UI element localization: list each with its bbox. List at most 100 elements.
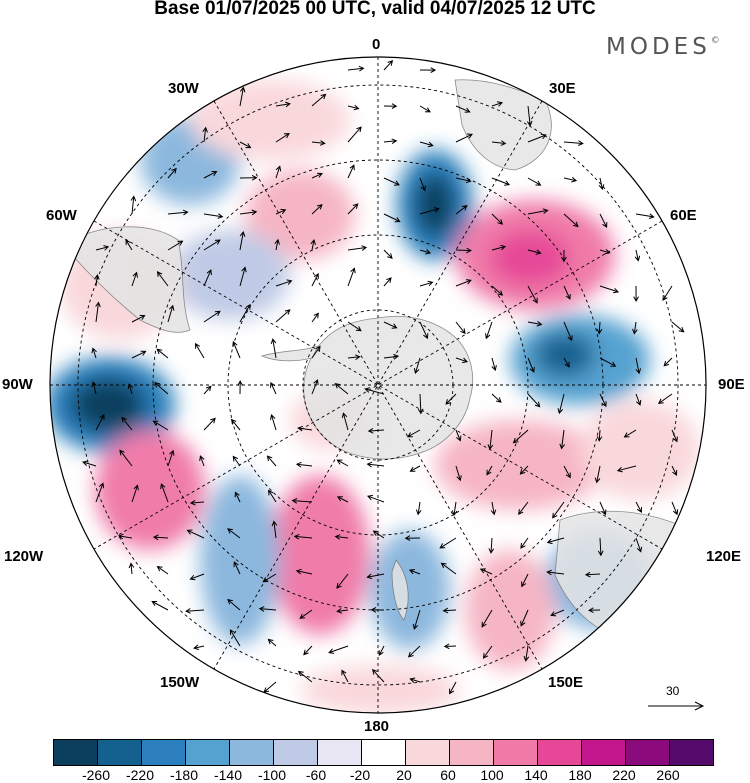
wind-vector	[117, 533, 133, 540]
wind-vector	[671, 501, 679, 516]
wind-vector	[455, 429, 462, 442]
wind-vector	[151, 601, 169, 611]
reference-vector-label: 30	[666, 684, 680, 698]
wind-vector	[239, 141, 252, 149]
wind-vector	[491, 285, 504, 296]
label-60e: 60E	[670, 207, 697, 224]
wind-vector	[488, 537, 495, 554]
wind-vector	[527, 285, 538, 304]
wind-vector	[239, 303, 251, 323]
wind-vector	[336, 496, 349, 503]
wind-vector	[203, 310, 221, 323]
wind-vector	[419, 141, 434, 148]
label-180: 180	[364, 718, 390, 735]
wind-vector	[408, 569, 421, 575]
wind-vector	[293, 533, 313, 540]
wind-vector	[154, 382, 169, 395]
wind-vector	[232, 455, 241, 467]
wind-vector	[199, 455, 205, 467]
wind-vector	[227, 598, 241, 611]
wind-vector	[152, 534, 169, 541]
wind-vector	[258, 606, 277, 612]
wind-vector	[407, 645, 421, 658]
antarctica-landmass	[303, 315, 474, 460]
wind-vector	[412, 609, 421, 630]
wind-vector	[311, 272, 319, 287]
wind-vector	[491, 357, 497, 372]
wind-vector	[413, 357, 421, 374]
wind-vector	[563, 465, 571, 479]
wind-vector	[598, 177, 605, 191]
wind-vector	[490, 501, 497, 516]
wind-vector	[167, 449, 175, 467]
wind-vector	[635, 357, 642, 375]
wind-vector	[520, 609, 529, 627]
colorbar-tick-label: -60	[305, 767, 327, 783]
colorbar-cell	[229, 740, 273, 765]
wind-vector	[455, 205, 468, 215]
wind-vector	[367, 427, 385, 434]
wind-vector	[599, 357, 617, 367]
wind-vector	[588, 607, 601, 614]
wind-vector	[419, 67, 437, 73]
anomaly-region	[415, 173, 455, 237]
wind-vector	[94, 273, 100, 287]
wind-vector	[563, 213, 579, 228]
wind-vector	[520, 537, 529, 549]
wind-vector	[233, 561, 241, 575]
wind-vector	[311, 345, 321, 359]
colorbar-tick-label: -220	[125, 767, 155, 783]
wind-vector	[445, 393, 457, 405]
wind-vector	[119, 449, 133, 467]
wind-vector	[419, 249, 432, 255]
colorbar-cell	[273, 740, 317, 765]
graticule	[50, 57, 706, 713]
wind-vector	[419, 207, 440, 215]
wind-vector	[95, 482, 105, 503]
wind-vector	[527, 393, 541, 408]
wind-vector	[383, 249, 393, 259]
anomaly-region	[70, 377, 146, 433]
wind-vector	[131, 350, 147, 359]
wind-vector	[167, 167, 177, 179]
wind-vector	[671, 429, 678, 443]
label-90e: 90E	[718, 376, 745, 393]
wind-vector	[485, 321, 493, 340]
wind-vector	[634, 249, 641, 262]
south-america	[71, 226, 191, 333]
wind-vector	[671, 465, 678, 476]
wind-vector	[336, 573, 349, 589]
wind-vector	[275, 279, 293, 287]
wind-vector	[203, 417, 216, 431]
wind-vector	[347, 354, 361, 361]
wind-vector	[523, 645, 530, 662]
wind-vector	[383, 213, 401, 223]
wind-vector	[671, 321, 685, 333]
wind-vector	[95, 301, 101, 323]
wind-vector	[409, 677, 421, 683]
wind-vector	[383, 277, 392, 287]
wind-vector	[203, 171, 218, 179]
wind-vector	[336, 459, 349, 467]
wind-vector	[297, 425, 313, 432]
wind-vector	[662, 285, 673, 301]
wind-vector	[203, 239, 221, 251]
colorbar-cell	[581, 740, 625, 765]
wind-vector	[334, 383, 349, 395]
africa-tip	[454, 79, 552, 171]
wind-vector	[91, 347, 97, 359]
wind-vector	[563, 140, 584, 146]
wind-vector	[527, 321, 543, 327]
wind-vector	[584, 571, 601, 578]
wind-vector	[563, 357, 570, 368]
label-30w: 30W	[168, 80, 199, 97]
wind-vector	[491, 213, 504, 225]
wind-vector	[635, 537, 643, 553]
anomaly-region	[190, 80, 350, 160]
wind-vector	[95, 413, 105, 431]
colorbar-tick-label: 260	[656, 767, 680, 783]
wind-vector	[167, 304, 175, 323]
colorbar-cell	[361, 740, 405, 765]
wind-vector	[546, 537, 565, 545]
anomaly-region	[490, 230, 570, 286]
